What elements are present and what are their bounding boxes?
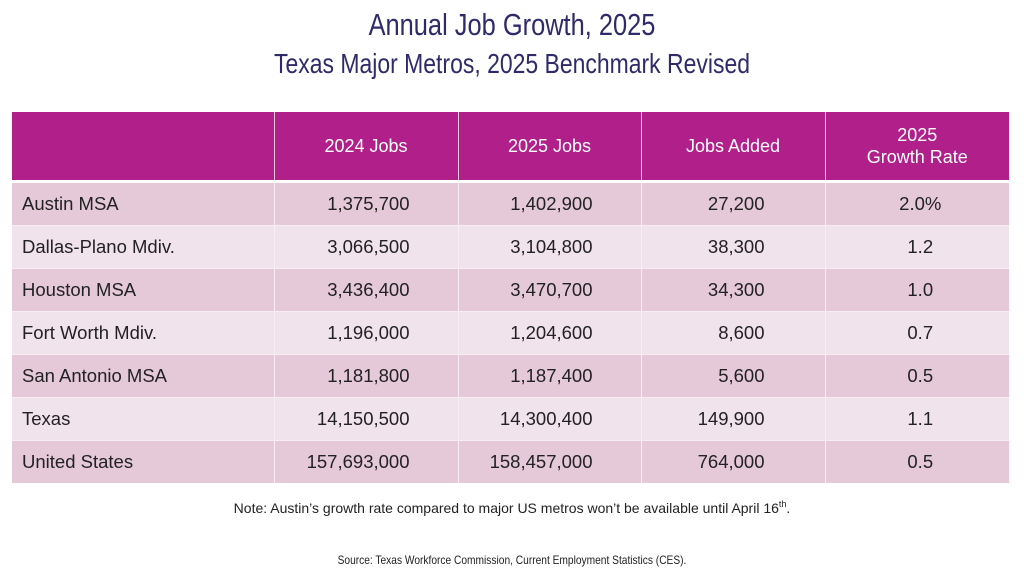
job-growth-table: 2024 Jobs 2025 Jobs Jobs Added 2025 Grow…	[12, 112, 1009, 483]
cell-2024-jobs: 157,693,000	[274, 440, 459, 483]
cell-jobs-added: 34,300	[641, 268, 826, 312]
cell-2024-jobs: 3,436,400	[274, 268, 459, 312]
footnote-text: Note: Austin’s growth rate compared to m…	[233, 500, 779, 516]
table-body: Austin MSA 1,375,700 1,402,900 27,200 2.…	[12, 181, 1009, 483]
table-row: Austin MSA 1,375,700 1,402,900 27,200 2.…	[12, 181, 1009, 226]
cell-jobs-added: 149,900	[641, 397, 826, 441]
table-row: San Antonio MSA 1,181,800 1,187,400 5,60…	[12, 354, 1009, 398]
page-subtitle: Texas Major Metros, 2025 Benchmark Revis…	[274, 48, 750, 79]
footnote: Note: Austin’s growth rate compared to m…	[0, 499, 1024, 517]
cell-2025-jobs: 158,457,000	[458, 440, 642, 483]
table-row: Texas 14,150,500 14,300,400 149,900 1.1	[12, 397, 1009, 441]
cell-area: Dallas-Plano Mdiv.	[12, 225, 275, 269]
cell-area: Houston MSA	[12, 268, 275, 312]
header-2025-jobs: 2025 Jobs	[458, 112, 642, 183]
header-jobs-added: Jobs Added	[641, 112, 826, 183]
cell-area: Fort Worth Mdiv.	[12, 311, 275, 355]
cell-growth-rate: 0.5	[825, 440, 1009, 483]
cell-jobs-added: 5,600	[641, 354, 826, 398]
cell-area: Texas	[12, 397, 275, 441]
cell-jobs-added: 8,600	[641, 311, 826, 355]
cell-growth-rate: 2.0%	[825, 181, 1009, 226]
cell-jobs-added: 38,300	[641, 225, 826, 269]
cell-area: San Antonio MSA	[12, 354, 275, 398]
cell-jobs-added: 27,200	[641, 181, 826, 226]
cell-2024-jobs: 14,150,500	[274, 397, 459, 441]
cell-2024-jobs: 1,375,700	[274, 181, 459, 226]
footnote-superscript: th	[778, 499, 787, 509]
page-title: Annual Job Growth, 2025	[368, 7, 656, 42]
cell-area: Austin MSA	[12, 181, 275, 226]
header-area	[12, 112, 275, 183]
cell-growth-rate: 1.0	[825, 268, 1009, 312]
table-row: Dallas-Plano Mdiv. 3,066,500 3,104,800 3…	[12, 225, 1009, 269]
table-row: Fort Worth Mdiv. 1,196,000 1,204,600 8,6…	[12, 311, 1009, 355]
cell-2025-jobs: 1,204,600	[458, 311, 642, 355]
cell-2025-jobs: 1,402,900	[458, 181, 642, 226]
cell-2024-jobs: 3,066,500	[274, 225, 459, 269]
header-row: 2024 Jobs 2025 Jobs Jobs Added 2025 Grow…	[12, 112, 1009, 183]
source-citation: Source: Texas Workforce Commission, Curr…	[337, 553, 687, 567]
header-2024-jobs: 2024 Jobs	[274, 112, 459, 183]
cell-2025-jobs: 14,300,400	[458, 397, 642, 441]
cell-2025-jobs: 3,104,800	[458, 225, 642, 269]
cell-growth-rate: 0.5	[825, 354, 1009, 398]
cell-2024-jobs: 1,196,000	[274, 311, 459, 355]
table-row: United States 157,693,000 158,457,000 76…	[12, 440, 1009, 483]
header-growth-rate-line2: Growth Rate	[866, 147, 968, 167]
cell-growth-rate: 1.2	[825, 225, 1009, 269]
cell-growth-rate: 1.1	[825, 397, 1009, 441]
cell-2025-jobs: 3,470,700	[458, 268, 642, 312]
cell-growth-rate: 0.7	[825, 311, 1009, 355]
cell-jobs-added: 764,000	[641, 440, 826, 483]
cell-area: United States	[12, 440, 275, 483]
table-header: 2024 Jobs 2025 Jobs Jobs Added 2025 Grow…	[12, 112, 1009, 183]
footnote-end: .	[786, 500, 791, 516]
cell-2024-jobs: 1,181,800	[274, 354, 459, 398]
header-growth-rate: 2025 Growth Rate	[825, 112, 1009, 183]
table-row: Houston MSA 3,436,400 3,470,700 34,300 1…	[12, 268, 1009, 312]
header-growth-rate-line1: 2025	[897, 125, 938, 145]
cell-2025-jobs: 1,187,400	[458, 354, 642, 398]
